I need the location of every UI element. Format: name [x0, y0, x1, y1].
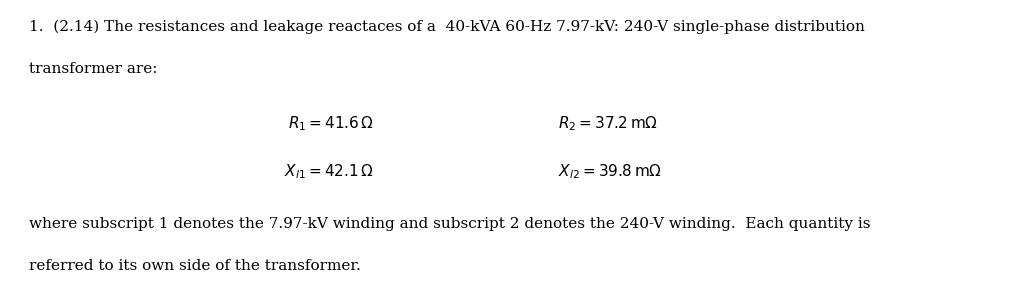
Text: $X_{l1} = 42.1\,\Omega$: $X_{l1} = 42.1\,\Omega$ [285, 163, 374, 181]
Text: $R_1 = 41.6\,\Omega$: $R_1 = 41.6\,\Omega$ [288, 114, 374, 133]
Text: $X_{l2} = 39.8\,\mathrm{m\Omega}$: $X_{l2} = 39.8\,\mathrm{m\Omega}$ [558, 163, 663, 181]
Text: transformer are:: transformer are: [29, 62, 157, 76]
Text: 1.  (2.14) The resistances and leakage reactaces of a  40-kVA 60-Hz 7.97-kV: 240: 1. (2.14) The resistances and leakage re… [29, 20, 864, 34]
Text: referred to its own side of the transformer.: referred to its own side of the transfor… [29, 260, 360, 273]
Text: $R_2 = 37.2\,\mathrm{m\Omega}$: $R_2 = 37.2\,\mathrm{m\Omega}$ [558, 114, 658, 133]
Text: where subscript 1 denotes the 7.97-kV winding and subscript 2 denotes the 240-V : where subscript 1 denotes the 7.97-kV wi… [29, 218, 870, 231]
